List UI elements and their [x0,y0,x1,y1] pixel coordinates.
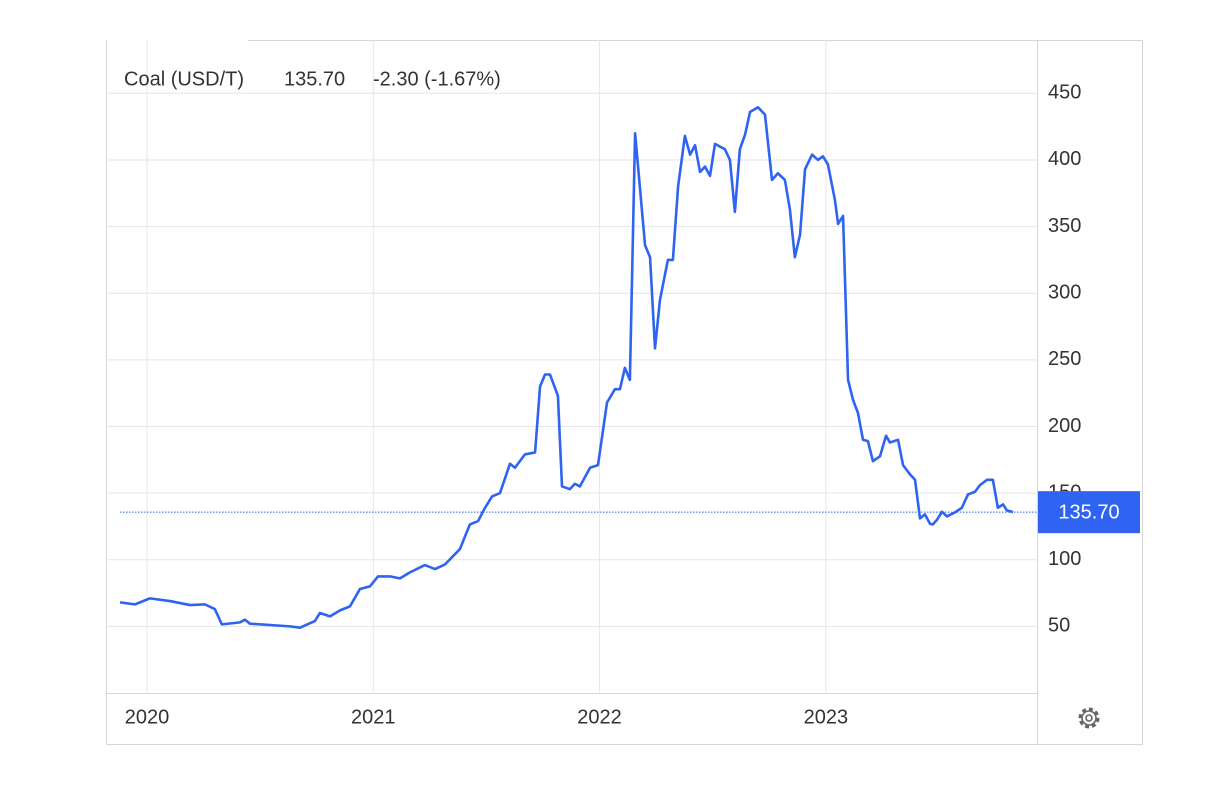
y-tick-label: 300 [1048,281,1081,303]
last-price-box [1038,491,1140,534]
settings-icon[interactable] [1078,707,1100,729]
y-tick-label: 350 [1048,215,1081,237]
price-line [119,106,1014,629]
x-tick-label: 2021 [351,706,396,728]
y-tick-label: 50 [1048,615,1070,637]
plot [119,106,1037,629]
grid [106,40,1037,693]
gear-teeth [1078,707,1100,729]
y-tick-label: 250 [1048,348,1081,370]
gear-hole [1085,714,1093,722]
change: -2.30 (-1.67%) [373,68,501,90]
chart-title: Coal (USD/T) [124,68,244,90]
x-tick-label: 2020 [125,706,170,728]
y-tick-label: 200 [1048,415,1081,437]
x-tick-label: 2023 [804,706,849,728]
y-tick-label: 100 [1048,548,1081,570]
axes: 5010015020025030035040045020202021202220… [125,82,1140,728]
gear-body [1081,710,1097,726]
price: 135.70 [284,68,345,90]
last-price-label: 135.70 [1058,501,1119,523]
x-tick-label: 2022 [577,706,622,728]
y-tick-label: 400 [1048,148,1081,170]
y-tick-label: 450 [1048,82,1081,104]
